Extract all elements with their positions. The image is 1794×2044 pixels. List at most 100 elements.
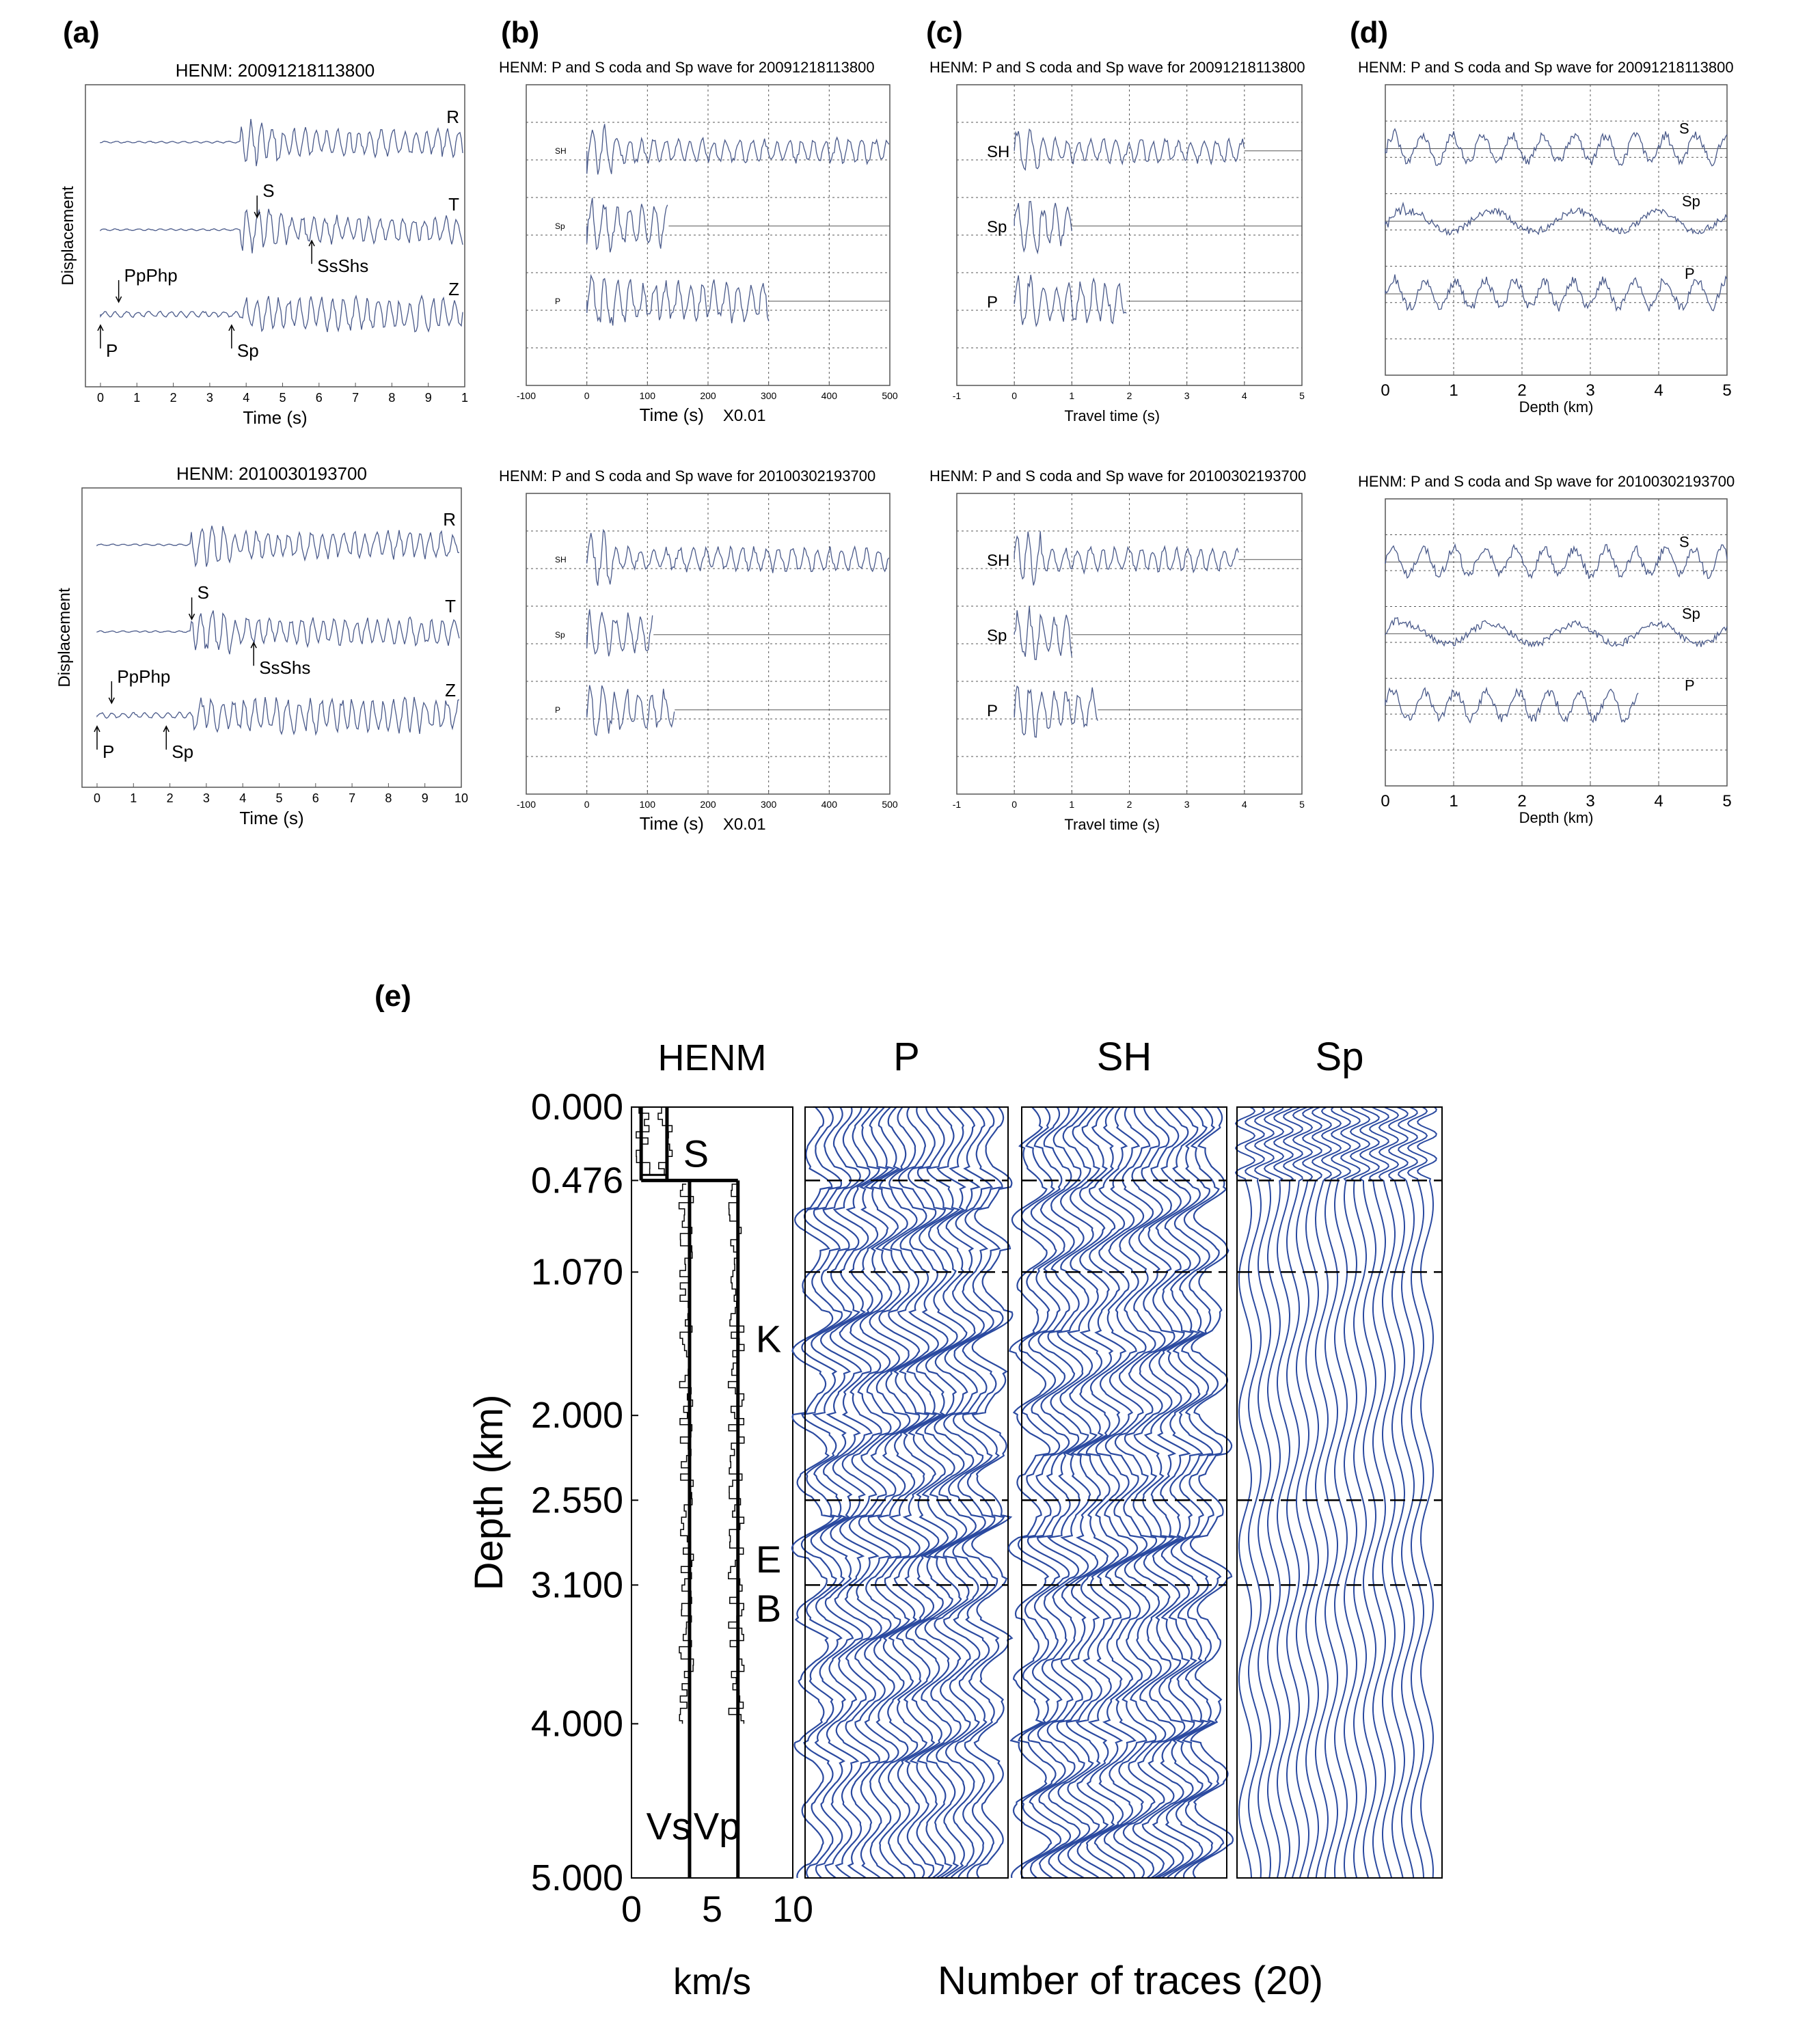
chart-title: HENM: P and S coda and Sp wave for 20100… — [1358, 473, 1735, 490]
x-tick-label: 3 — [1586, 381, 1594, 400]
trace-line — [1398, 1106, 1418, 1879]
trace-line — [914, 1106, 958, 1879]
x-tick-label: 100 — [640, 799, 656, 810]
trace-line — [829, 1106, 873, 1879]
vs-detail — [678, 1184, 694, 1724]
trace-line — [1378, 1106, 1400, 1879]
station-label: HENM — [658, 1037, 767, 1078]
seismogram-trace-Z — [100, 294, 463, 333]
trace-panel-frame — [804, 1106, 1009, 1879]
x-tick-label: 0 — [1381, 792, 1389, 810]
x-tick-label: 0 — [1381, 381, 1389, 400]
trace-line — [1302, 1106, 1322, 1879]
y-tick-label: 2.550 — [531, 1480, 623, 1521]
x-axis-label: km/s — [673, 1961, 751, 2002]
trace-label-Sp: Sp — [555, 221, 565, 231]
x-tick-label: 5 — [1299, 799, 1305, 810]
panel-c-top: HENM: P and S coda and Sp wave for 20091… — [929, 59, 1305, 424]
x-tick-label: 0 — [584, 390, 590, 401]
x-tick-label: 6 — [316, 391, 323, 405]
trace-P — [1385, 274, 1728, 312]
trace-Sp — [1385, 202, 1728, 236]
trace-line — [1388, 1106, 1409, 1879]
trace-x-axis-label: Number of traces (20) — [938, 1959, 1323, 2003]
x-tick-label: 1 — [1449, 792, 1458, 810]
velocity-label-Vp: Vp — [694, 1805, 741, 1848]
trace-line — [858, 1106, 901, 1879]
panel-c-bottom: HENM: P and S coda and Sp wave for 20100… — [929, 467, 1306, 833]
x-tick-label: 0 — [584, 799, 590, 810]
seismogram-trace-R — [100, 119, 463, 167]
x-axis-label: Time (s) — [640, 405, 704, 425]
x-axis-label: Depth (km) — [1519, 809, 1594, 826]
x-tick-label: 6 — [312, 791, 319, 805]
trace-label-Sp: Sp — [1682, 605, 1700, 622]
trace-line — [1056, 1106, 1100, 1879]
trace-label-Sp: Sp — [987, 218, 1007, 236]
arrow-head — [94, 725, 100, 733]
arrival-label-S: S — [198, 582, 209, 603]
trace-label-S: S — [1679, 120, 1689, 137]
trace-line — [1273, 1106, 1295, 1879]
arrow-head — [163, 725, 169, 733]
panel-e: HENM 0.000 0.476 1.070 2.000 2.550 3.100 4.000 5… — [467, 1035, 1443, 2003]
x-tick-label: 3 — [1184, 799, 1190, 810]
y-tick-label: 1.070 — [531, 1251, 623, 1292]
arrow-head — [115, 296, 122, 303]
seismogram-trace-Z — [96, 696, 460, 736]
trace-label-P: P — [987, 702, 998, 720]
y-axis-label: Displacement — [59, 186, 77, 286]
trace-line — [1417, 1106, 1437, 1879]
vp-detail-upper — [636, 1106, 651, 1176]
x-tick-label: 4 — [1654, 792, 1663, 810]
arrival-label-SsShs: SsShs — [317, 256, 368, 276]
trace-line — [1132, 1106, 1176, 1879]
x-axis-label: Depth (km) — [1519, 398, 1594, 415]
trace-label-Sp: Sp — [1682, 193, 1700, 210]
trace-label-SH: SH — [555, 146, 567, 156]
chart-title: HENM: P and S coda and Sp wave for 20100… — [499, 467, 875, 485]
x-tick-label: 4 — [1242, 799, 1247, 810]
trace-line — [1254, 1106, 1275, 1879]
x-tick-label: 1 — [133, 391, 140, 405]
x-tick-label: 200 — [700, 799, 716, 810]
trace-label-Sp: Sp — [555, 630, 565, 640]
panel-a-top: HENM: 20091218113800 R T Z S SsShs PpPhp P Sp 0 1 2… — [59, 60, 468, 428]
arrival-label-SsShs: SsShs — [259, 657, 310, 678]
panel-label-b: (b) — [501, 16, 539, 49]
velocity-label-Vs: Vs — [647, 1805, 691, 1848]
x-tick-label: 4 — [1654, 381, 1663, 400]
x-tick-label: 2 — [170, 391, 177, 405]
x-tick-label: 200 — [700, 390, 716, 401]
x-tick-label: 2 — [1127, 799, 1132, 810]
trace-label-P: P — [1685, 265, 1695, 282]
y-tick-label: 3.100 — [531, 1564, 623, 1605]
trace-Sp — [1385, 616, 1728, 648]
trace-line — [1283, 1106, 1303, 1879]
trace-line — [810, 1106, 854, 1879]
arrow-head — [188, 613, 195, 621]
x-axis-scale-label: X0.01 — [723, 407, 766, 425]
trace-line — [819, 1106, 864, 1879]
trace-Sp — [1014, 605, 1072, 660]
x-tick-label: 8 — [388, 391, 395, 405]
panel-label-a: (a) — [63, 16, 100, 49]
arrival-label-P: P — [106, 340, 118, 361]
x-axis-label: Time (s) — [239, 808, 303, 828]
x-tick-label: 100 — [640, 390, 656, 401]
trace-line — [1311, 1106, 1332, 1879]
x-tick-label: 0 — [1011, 799, 1017, 810]
x-tick-label: 3 — [1184, 390, 1190, 401]
arrival-label-Sp: Sp — [172, 741, 193, 762]
x-axis-scale-label: X0.01 — [723, 815, 766, 834]
seismogram-trace-T — [96, 610, 460, 655]
x-tick-label: 10 — [454, 791, 468, 805]
chart-title: HENM: P and S coda and Sp wave for 20091… — [929, 59, 1305, 76]
x-tick-label: 8 — [385, 791, 392, 805]
x-tick-label: 500 — [882, 799, 898, 810]
arrow-head — [308, 239, 315, 247]
panel-b-bottom: HENM: P and S coda and Sp wave for 20100… — [499, 467, 898, 834]
y-tick-label: 4.000 — [531, 1703, 623, 1744]
trace-line — [867, 1106, 911, 1879]
